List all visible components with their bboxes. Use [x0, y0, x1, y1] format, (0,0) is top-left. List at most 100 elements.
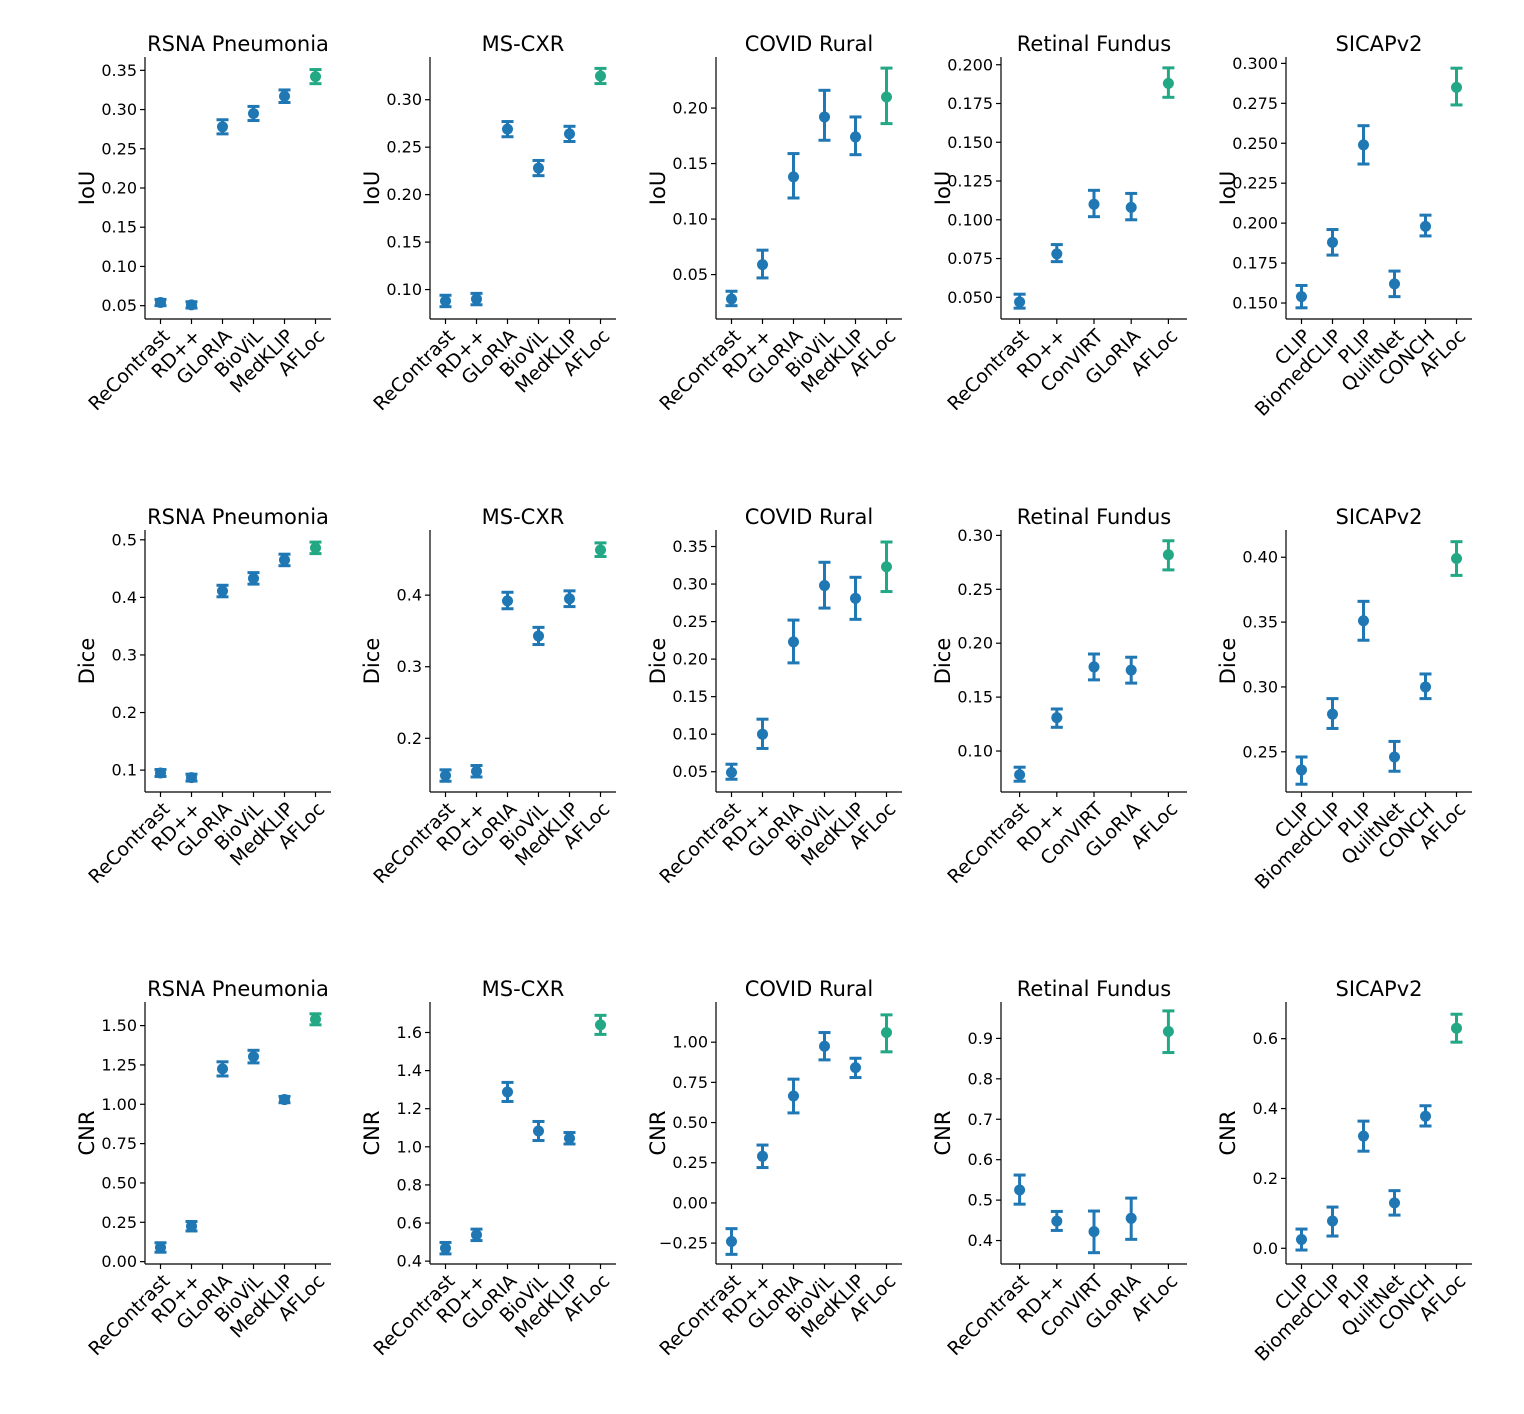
- data-point: [819, 111, 830, 123]
- data-point: [1296, 291, 1307, 303]
- subplot: RSNA PneumoniaDice0.10.20.30.40.5ReContr…: [75, 505, 331, 888]
- data-point: [757, 1150, 768, 1162]
- data-point: [1358, 615, 1369, 627]
- y-tick-label: 1.4: [397, 1061, 422, 1080]
- y-tick-label: 0.4: [1253, 1099, 1278, 1118]
- data-point: [186, 299, 197, 311]
- data-point: [564, 593, 575, 605]
- y-axis-label: IoU: [646, 171, 670, 205]
- y-tick-label: 0.6: [397, 1214, 422, 1233]
- data-point: [248, 107, 259, 119]
- y-tick-label: 0.6: [968, 1150, 993, 1169]
- data-point: [1125, 664, 1137, 676]
- y-tick-label: 0.175: [947, 94, 993, 113]
- data-point: [279, 1094, 290, 1106]
- subplot: MS-CXRCNR0.40.60.81.01.21.41.6ReContrast…: [360, 977, 616, 1360]
- y-tick-label: 0.8: [397, 1175, 422, 1194]
- subplot: Retinal Fundus IoU 0.050 0.075 0.100 0.125 0.1…: [931, 32, 1187, 415]
- y-tick-label: 0.10: [672, 210, 708, 229]
- data-point: [1296, 764, 1307, 776]
- subplot-title: Retinal Fundus: [1017, 977, 1171, 1001]
- data-point: [1389, 278, 1400, 290]
- data-point: [1125, 1212, 1137, 1224]
- subplot: SICAPv2CNR0.00.20.40.6CLIPBiomedCLIPPLIP…: [1216, 977, 1472, 1366]
- y-tick-label: 0.10: [957, 742, 993, 761]
- data-point: [726, 1235, 737, 1247]
- data-point: [533, 162, 544, 174]
- y-tick-label: 0.4: [968, 1231, 993, 1250]
- y-tick-label: 1.00: [101, 1095, 137, 1114]
- data-point: [533, 1125, 544, 1137]
- subplot-title: SICAPv2: [1335, 505, 1422, 529]
- y-axis-label: CNR: [1216, 1111, 1240, 1156]
- y-tick-label: 0.20: [386, 185, 422, 204]
- data-point: [726, 293, 737, 305]
- y-axis-label: Dice: [1216, 638, 1240, 684]
- subplot: COVID RuralCNR−0.250.000.250.500.751.00R…: [646, 977, 902, 1360]
- y-tick-label: 0.5: [112, 530, 137, 549]
- data-point: [757, 728, 768, 740]
- y-tick-label: 0.8: [968, 1069, 993, 1088]
- y-tick-label: 0.10: [101, 257, 137, 276]
- y-axis-label: IoU: [931, 171, 955, 205]
- data-point: [248, 572, 259, 584]
- y-tick-label: 0.35: [1242, 613, 1278, 632]
- data-point: [726, 766, 737, 778]
- subplot: SICAPv2 IoU 0.150 0.175 0.200 0.225 0.250 0.275…: [1216, 32, 1472, 421]
- data-point: [1088, 198, 1100, 210]
- y-tick-label: 0.4: [397, 586, 422, 605]
- y-axis-label: IoU: [1216, 171, 1240, 205]
- y-tick-label: 0.2: [397, 729, 422, 748]
- data-point: [788, 171, 799, 183]
- y-axis-label: IoU: [360, 171, 384, 205]
- y-tick-label: 1.25: [101, 1055, 137, 1074]
- data-point: [471, 1229, 482, 1241]
- subplot-title: COVID Rural: [745, 505, 874, 529]
- data-point: [1327, 708, 1338, 720]
- y-tick-label: 0.30: [101, 100, 137, 119]
- data-point: [595, 544, 606, 556]
- y-tick-label: 0.150: [1232, 294, 1278, 313]
- data-point: [881, 1027, 892, 1039]
- subplot-title: RSNA Pneumonia: [147, 977, 329, 1001]
- subplot-title: SICAPv2: [1335, 977, 1422, 1001]
- subplot: Retinal FundusDice0.100.150.200.250.30Re…: [931, 505, 1187, 888]
- y-tick-label: 0.0: [1253, 1239, 1278, 1258]
- data-point: [1051, 712, 1063, 724]
- y-tick-label: 1.6: [397, 1023, 422, 1042]
- y-tick-label: 0.175: [1232, 254, 1278, 273]
- data-point: [155, 1241, 166, 1253]
- data-point: [440, 770, 451, 782]
- y-tick-label: 0.30: [1242, 677, 1278, 696]
- y-tick-label: 0.30: [672, 575, 708, 594]
- subplot: RSNA Pneumonia CNR 0.00 0.25 0.50 0.75 1.00 1.2…: [75, 977, 331, 1360]
- data-point: [1162, 77, 1174, 89]
- data-point: [850, 592, 861, 604]
- y-tick-label: 0.35: [672, 537, 708, 556]
- data-point: [850, 131, 861, 143]
- y-tick-label: 0.40: [1242, 548, 1278, 567]
- data-point: [279, 554, 290, 566]
- y-tick-label: 0.30: [386, 90, 422, 109]
- y-axis-label: CNR: [75, 1111, 99, 1156]
- y-tick-label: 0.9: [968, 1029, 993, 1048]
- y-tick-label: 0.100: [947, 210, 993, 229]
- subplot: COVID RuralIoU0.050.100.150.20ReContrast…: [646, 32, 902, 415]
- data-point: [440, 295, 451, 307]
- subplot: MS-CXRIoU0.100.150.200.250.30ReContrastR…: [360, 32, 616, 415]
- y-axis-label: Dice: [646, 638, 670, 684]
- y-axis-label: IoU: [75, 171, 99, 205]
- subplot-title: Retinal Fundus: [1017, 32, 1171, 56]
- data-point: [502, 595, 513, 607]
- y-tick-label: 0.1: [112, 761, 137, 780]
- subplot-title: RSNA Pneumonia: [147, 32, 329, 56]
- data-point: [1358, 139, 1369, 151]
- subplot: SICAPv2Dice0.250.300.350.40CLIPBiomedCLI…: [1216, 505, 1472, 894]
- y-tick-label: 1.50: [101, 1016, 137, 1035]
- data-point: [217, 1063, 228, 1075]
- y-tick-label: 0.275: [1232, 94, 1278, 113]
- data-point: [1420, 1110, 1431, 1122]
- subplot-title: Retinal Fundus: [1017, 505, 1171, 529]
- data-point: [310, 71, 321, 83]
- y-tick-label: 0.150: [947, 133, 993, 152]
